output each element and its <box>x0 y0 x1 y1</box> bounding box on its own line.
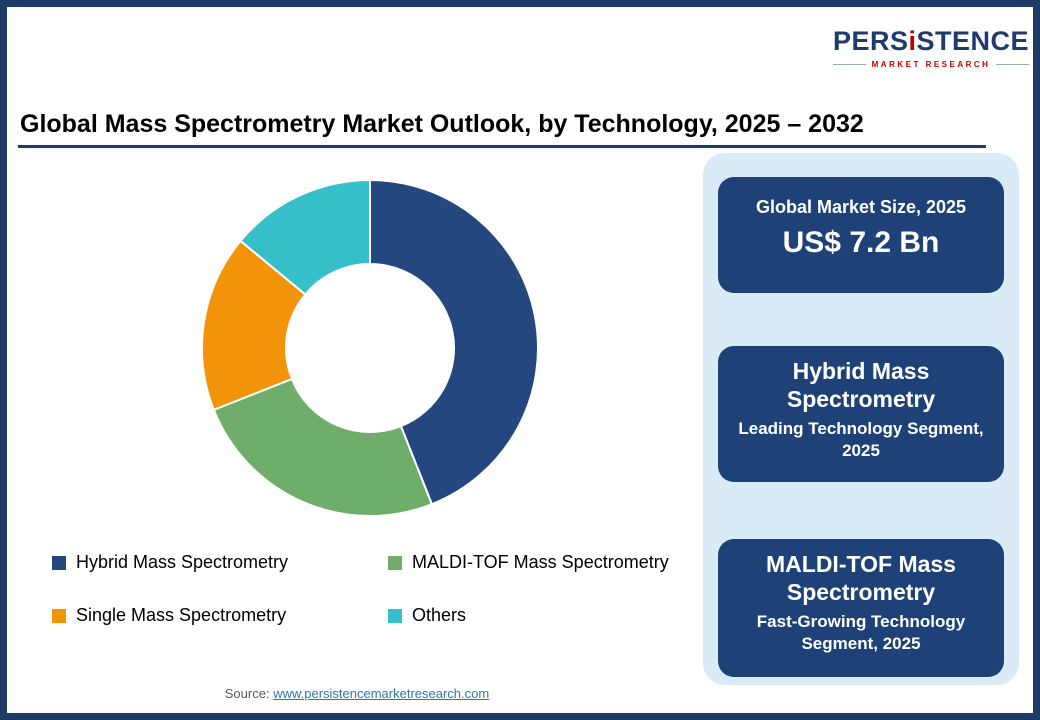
logo-wordmark: PERSiSTENCE <box>833 25 1030 56</box>
legend-label-others: Others <box>412 605 467 625</box>
tagline-left-line <box>833 63 866 65</box>
source-note: Source: www.persistencemarketresearch.co… <box>7 686 707 701</box>
legend-label-maldi-tof: MALDI-TOF Mass Spectrometry <box>412 552 669 572</box>
leading-segment-caption: Leading Technology Segment, 2025 <box>738 419 984 461</box>
legend-item-hybrid: Hybrid Mass Spectrometry <box>52 552 388 573</box>
chart-legend: Hybrid Mass Spectrometry MALDI-TOF Mass … <box>52 552 692 626</box>
tagline-text: MARKET RESEARCH <box>871 59 991 69</box>
donut-slice-hybrid-mass-spectrometry <box>369 178 539 506</box>
logo-text-accent: i <box>908 25 917 56</box>
legend-label-hybrid: Hybrid Mass Spectrometry <box>76 552 289 572</box>
donut-slice-others <box>239 178 371 296</box>
legend-swatch-single <box>52 608 66 623</box>
leading-segment-name: Hybrid Mass Spectrometry <box>786 358 936 412</box>
market-size-value: US$ 7.2 Bn <box>782 226 940 259</box>
donut-slice-single-mass-spectrometry <box>201 239 307 412</box>
stat-card-market-size: Global Market Size, 2025 US$ 7.2 Bn <box>718 177 1004 293</box>
title-underline <box>18 145 986 148</box>
fast-growing-segment-caption: Fast-Growing Technology Segment, 2025 <box>756 612 966 654</box>
fast-growing-segment-name: MALDI-TOF Mass Spectrometry <box>766 551 956 605</box>
logo-tagline: MARKET RESEARCH <box>833 59 1030 69</box>
legend-label-single: Single Mass Spectrometry <box>76 605 287 625</box>
page-title: Global Mass Spectrometry Market Outlook,… <box>20 110 864 138</box>
market-size-title: Global Market Size, 2025 <box>755 197 967 217</box>
logo-text-part2: STENCE <box>916 25 1030 56</box>
legend-swatch-hybrid <box>52 555 66 570</box>
stat-card-leading-segment: Hybrid Mass Spectrometry Leading Technol… <box>718 346 1004 482</box>
legend-item-maldi-tof: MALDI-TOF Mass Spectrometry <box>388 552 692 573</box>
stat-card-fast-growing-segment: MALDI-TOF Mass Spectrometry Fast-Growing… <box>718 539 1004 677</box>
tagline-right-line <box>996 63 1030 65</box>
source-link[interactable]: www.persistencemarketresearch.com <box>273 686 490 701</box>
logo-main: PERSiSTENCE MARKET RESEARCH <box>825 15 1033 81</box>
legend-item-single: Single Mass Spectrometry <box>52 605 388 626</box>
highlights-panel: Global Market Size, 2025 US$ 7.2 Bn Hybr… <box>703 153 1019 685</box>
legend-swatch-maldi-tof <box>388 555 402 570</box>
brand-logo: PERSiSTENCE MARKET RESEARCH <box>825 15 1030 81</box>
donut-slice-maldi-tof-mass-spectrometry <box>212 377 434 517</box>
donut-chart <box>201 178 539 517</box>
source-label: Source: <box>224 686 274 701</box>
donut-chart-container <box>198 176 542 520</box>
legend-swatch-others <box>388 608 402 623</box>
logo-text-part1: PERS <box>833 25 909 56</box>
legend-item-others: Others <box>388 605 692 626</box>
